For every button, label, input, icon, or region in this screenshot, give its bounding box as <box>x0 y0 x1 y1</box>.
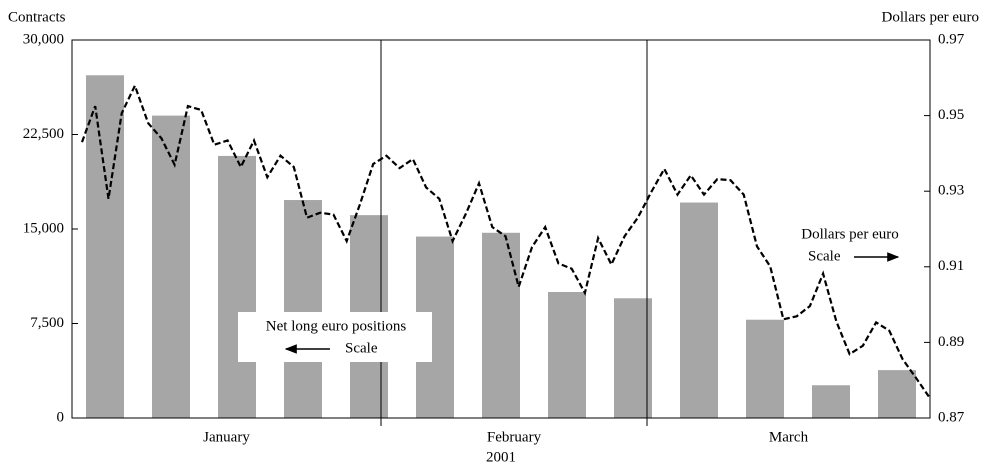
x-axis-label: 2001 <box>486 449 516 465</box>
bar <box>812 385 850 418</box>
x-tick-label: January <box>203 429 250 445</box>
bar <box>284 200 322 418</box>
bar <box>482 232 520 418</box>
annotation-subtext: Scale <box>808 248 841 264</box>
bar <box>746 319 784 418</box>
x-tick-label: March <box>769 429 809 445</box>
y2-tick-label: 0.97 <box>938 31 965 47</box>
annotation-subtext: Scale <box>345 340 378 356</box>
bar <box>86 75 124 418</box>
y-tick-label: 15,000 <box>23 220 64 236</box>
y-tick-label: 30,000 <box>23 31 64 47</box>
y2-tick-label: 0.93 <box>938 183 964 199</box>
bar <box>614 298 652 418</box>
y2-axis-label: Dollars per euro <box>882 9 979 25</box>
y-tick-label: 0 <box>57 409 65 425</box>
bar <box>680 202 718 418</box>
bar <box>152 115 190 418</box>
y2-tick-label: 0.91 <box>938 258 964 274</box>
annotation-box <box>238 312 432 362</box>
y-axis-label: Contracts <box>8 9 66 25</box>
y2-tick-label: 0.89 <box>938 334 964 350</box>
y-tick-label: 22,500 <box>23 126 64 142</box>
annotation-text: Dollars per euro <box>801 226 898 242</box>
annotation: Net long euro positions Scale <box>238 312 432 362</box>
bar <box>218 155 256 419</box>
x-tick-label: February <box>487 429 542 445</box>
line <box>80 82 930 398</box>
bar <box>878 370 916 418</box>
y-tick-label: 7,500 <box>30 315 64 331</box>
y2-tick-label: 0.95 <box>938 107 964 123</box>
bar <box>548 292 586 418</box>
annotation: Dollars per euro Scale <box>801 226 900 264</box>
annotation-text: Net long euro positions <box>266 318 407 334</box>
y2-tick-label: 0.87 <box>938 409 965 425</box>
